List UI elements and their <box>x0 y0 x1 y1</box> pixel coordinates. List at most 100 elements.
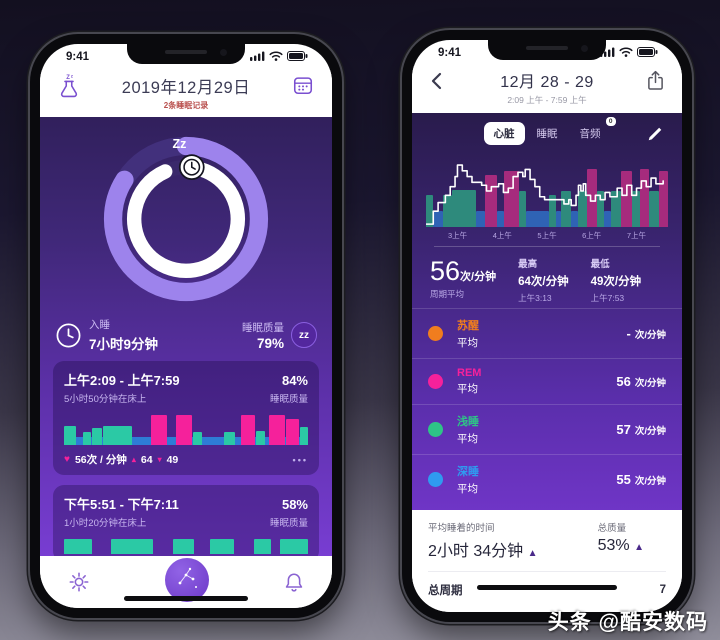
stage-sub: 平均 <box>457 433 478 445</box>
quality-group: 睡眠质量 79% zz <box>242 320 317 351</box>
x-tick: 6上午 <box>582 231 602 240</box>
stage-unit: 次/分钟 <box>634 378 666 389</box>
left-header: Z z 2019年12月29日 2条睡眠记录 <box>40 70 332 117</box>
session-quality-label: 睡眠质量 <box>269 394 308 405</box>
min-bpm-stat: 最低 49次/分钟 上午7:53 <box>591 256 642 304</box>
tab-heart[interactable]: 心脏 <box>483 122 525 145</box>
wifi-icon <box>269 51 283 61</box>
flask-zz-icon: Z z <box>60 74 78 98</box>
clock-icon <box>56 323 81 347</box>
heart-rate-chart[interactable] <box>426 155 668 227</box>
reminders-button[interactable] <box>284 571 304 593</box>
watermark: 头条 @酷安数码 <box>547 611 708 634</box>
status-icons <box>250 51 308 61</box>
min-label: 最低 <box>590 259 610 270</box>
sleep-ring-chart[interactable]: Zz <box>53 121 319 317</box>
stage-value: 57 <box>616 422 631 437</box>
stage-background-bars <box>426 155 668 227</box>
avg-bpm-stat: 56次/分钟 周期平均 <box>430 256 496 304</box>
edit-button[interactable] <box>646 125 664 143</box>
svg-text:z: z <box>71 74 73 78</box>
settings-button[interactable] <box>68 571 90 593</box>
avg-bpm-unit: 次/分钟 <box>460 271 497 283</box>
stage-value: - <box>626 326 631 341</box>
sleep-tracker-button[interactable] <box>165 558 209 602</box>
total-cycles-row: 总周期 7 <box>428 572 666 612</box>
awake-dot-icon <box>428 326 443 341</box>
status-bar: 9:41 <box>40 44 332 70</box>
avg-asleep-stat: 平均睡着的时间 2小时 34分钟 ▲ <box>428 520 538 561</box>
session-hypnogram <box>64 413 309 445</box>
session-quality-label: 睡眠质量 <box>269 518 308 529</box>
screen-right: 9:41 12月 28 - 29 2:09 上午 - 7:59 上午 <box>412 40 682 612</box>
constellation-icon <box>178 567 197 588</box>
x-axis-labels: 3上午 4上午 5上午 6上午 7上午 <box>434 230 660 247</box>
total-cycles-label: 总周期 <box>428 585 463 597</box>
stage-row-light: 浅睡 平均 57 次/分钟 <box>412 404 682 454</box>
zz-badge-icon: zz <box>291 322 317 348</box>
heart-min: 49 <box>166 453 179 466</box>
avg-asleep-label: 平均睡着的时间 <box>428 523 495 534</box>
audio-badge: 0 <box>605 117 616 126</box>
screen-left: 9:41 Z z 2019年12月29日 2条睡眠记录 <box>40 44 332 608</box>
stage-row-deep: 深睡 平均 55 次/分钟 <box>412 454 682 504</box>
time-range-subtitle: 2:09 上午 - 7:59 上午 <box>507 95 587 105</box>
total-quality-value: 53% <box>597 537 630 554</box>
tab-audio[interactable]: 音频 0 <box>570 117 616 145</box>
min-time: 上午7:53 <box>590 293 625 303</box>
records-count: 2条睡眠记录 <box>163 101 209 110</box>
signal-icon <box>600 47 615 57</box>
ring-zz-label: Zz <box>173 137 187 151</box>
sleep-session-card-1[interactable]: 上午2:09 - 上午7:59 84% 5小时50分钟在床上 睡眠质量 ♥ 56… <box>53 361 319 475</box>
sleep-label: 入睡 <box>89 319 110 331</box>
speaker <box>165 50 207 54</box>
metric-tabs: 心脏 睡眠 音频 0 <box>426 117 668 145</box>
speaker <box>526 46 568 50</box>
gear-icon <box>69 572 89 592</box>
stage-unit: 次/分钟 <box>634 330 666 341</box>
sleep-lab-button[interactable]: Z z <box>58 74 80 98</box>
signal-icon <box>250 51 265 61</box>
total-cycles-value: 7 <box>659 584 666 596</box>
max-value: 64次/分钟 <box>518 276 569 288</box>
heart-icon: ♥ <box>64 454 70 465</box>
max-bpm-stat: 最高 64次/分钟 上午3:13 <box>518 256 569 304</box>
stage-value: 56 <box>616 374 631 389</box>
more-button[interactable]: ••• <box>292 454 308 465</box>
stage-sub: 平均 <box>457 383 478 395</box>
quality-label: 睡眠质量 <box>242 321 284 334</box>
home-indicator[interactable] <box>477 585 617 590</box>
phone-left: 9:41 Z z 2019年12月29日 2条睡眠记录 <box>30 34 342 618</box>
trend-up-icon: ▲ <box>634 542 644 553</box>
stage-sub: 平均 <box>457 483 478 495</box>
calendar-button[interactable] <box>292 74 314 96</box>
bell-icon <box>285 573 303 592</box>
min-value: 49次/分钟 <box>590 276 642 288</box>
session-time-range: 下午5:51 - 下午7:11 <box>64 497 179 512</box>
tab-audio-label: 音频 <box>579 128 601 140</box>
heart-stats-summary: 56次/分钟 周期平均 最高 64次/分钟 上午3:13 最低 49次/分钟 上… <box>430 256 664 304</box>
notch <box>488 40 606 60</box>
stage-row-rem: REM 平均 56 次/分钟 <box>412 358 682 404</box>
right-main: 心脏 睡眠 音频 0 <box>412 113 682 510</box>
avg-asleep-value: 2小时 34分钟 <box>428 543 524 560</box>
status-icons <box>600 47 658 57</box>
back-button[interactable] <box>430 72 442 90</box>
ring-svg: Zz <box>103 136 269 302</box>
sleep-session-card-2[interactable]: 下午5:51 - 下午7:11 58% 1小时20分钟在床上 睡眠质量 <box>53 485 319 556</box>
light-sleep-dot-icon <box>428 422 443 437</box>
tab-sleep[interactable]: 睡眠 <box>536 128 558 140</box>
status-time: 9:41 <box>438 47 462 59</box>
heart-rate-step-line <box>426 155 668 227</box>
left-main: Zz 入睡 <box>40 117 332 556</box>
stage-unit: 次/分钟 <box>634 476 666 487</box>
home-indicator[interactable] <box>124 596 248 601</box>
deep-sleep-dot-icon <box>428 472 443 487</box>
heart-max: 64 <box>140 453 153 466</box>
x-tick: 5上午 <box>537 231 557 240</box>
wifi-icon <box>619 47 633 57</box>
total-quality-label: 总质量 <box>597 523 627 534</box>
date-title: 2019年12月29日 <box>121 79 251 97</box>
heart-avg: 56次 / 分钟 <box>74 454 127 466</box>
share-button[interactable] <box>647 70 664 91</box>
